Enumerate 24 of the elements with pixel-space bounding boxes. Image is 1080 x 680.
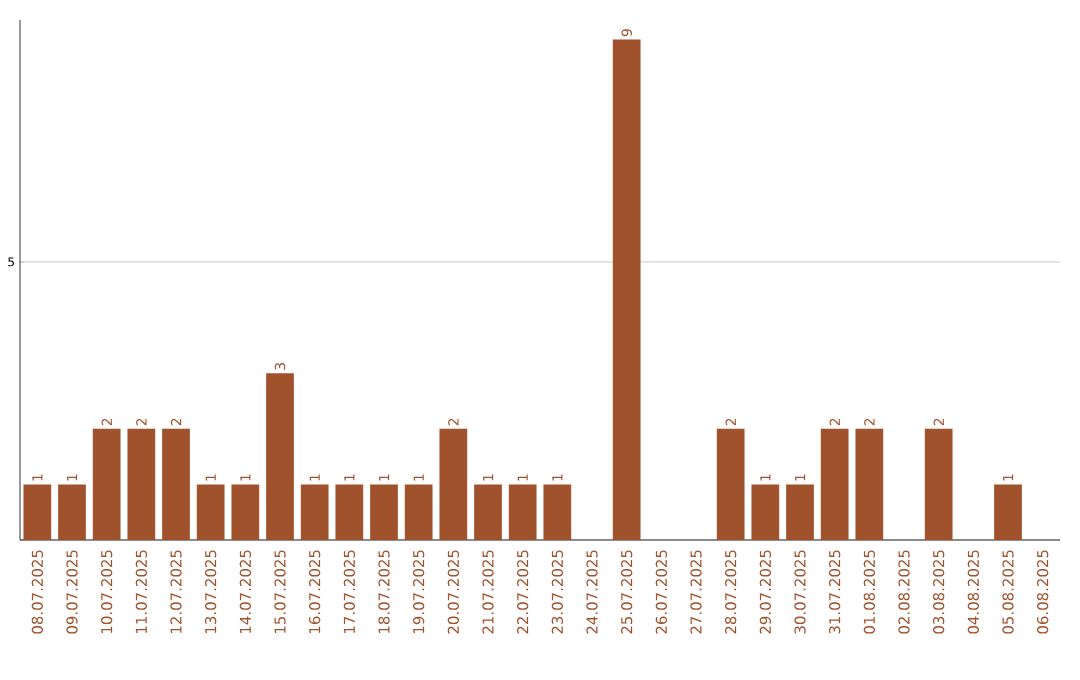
bar (751, 484, 780, 540)
bar (404, 484, 433, 540)
bar (994, 484, 1022, 540)
bar (335, 484, 364, 540)
bar (23, 484, 52, 540)
bar (612, 39, 641, 540)
bar (370, 484, 398, 540)
bar (508, 484, 537, 540)
bar (92, 428, 121, 540)
bar (855, 428, 884, 540)
bar (300, 484, 329, 540)
bar (786, 484, 814, 540)
bar (820, 428, 849, 540)
bar (127, 428, 156, 540)
bar (474, 484, 502, 540)
bar (924, 428, 953, 540)
bar (716, 428, 745, 540)
bar (266, 373, 294, 540)
bar (439, 428, 468, 540)
bar (162, 428, 190, 540)
bar (196, 484, 225, 540)
bar (231, 484, 260, 540)
bar (58, 484, 86, 540)
bar (543, 484, 572, 540)
